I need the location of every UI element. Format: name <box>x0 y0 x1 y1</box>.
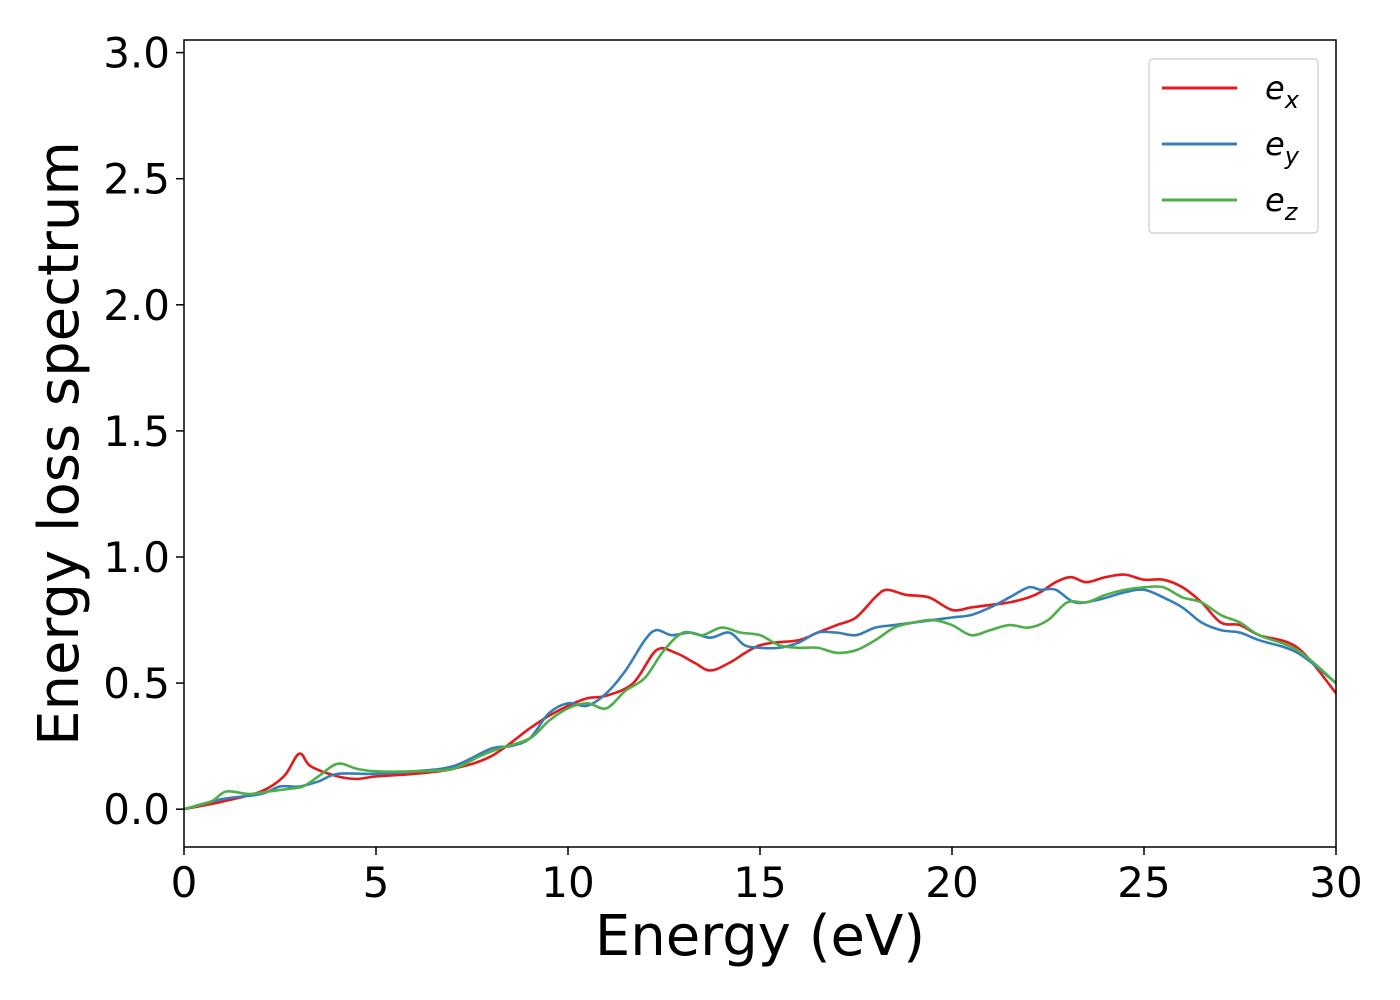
legend-label: ey <box>1265 125 1300 170</box>
x-tick-label: 20 <box>925 858 978 907</box>
y-tick-label: 1.5 <box>103 407 170 456</box>
x-tick-label: 25 <box>1117 858 1170 907</box>
y-tick-label: 2.5 <box>103 155 170 204</box>
legend-item: ez <box>1162 181 1299 226</box>
y-tick-label: 0.5 <box>103 659 170 708</box>
legend-item: ey <box>1162 125 1300 170</box>
series-lines <box>184 573 1336 811</box>
legend-item: ex <box>1162 69 1300 114</box>
legend: ex ey ez <box>1148 58 1319 234</box>
legend-box <box>1148 58 1319 234</box>
x-tick-label: 0 <box>171 858 198 907</box>
y-axis: 0.0 0.5 1.0 1.5 2.0 2.5 3.0 <box>103 29 184 834</box>
y-axis-title: Energy loss spectrum <box>27 141 92 746</box>
y-tick-label: 0.0 <box>103 785 170 834</box>
series-line-e-x <box>184 573 1336 811</box>
legend-label: ez <box>1265 181 1299 226</box>
x-tick-label: 10 <box>541 858 594 907</box>
y-tick-label: 2.0 <box>103 281 170 330</box>
x-tick-label: 30 <box>1309 858 1362 907</box>
x-tick-label: 5 <box>363 858 390 907</box>
x-tick-label: 15 <box>733 858 786 907</box>
legend-label: ex <box>1265 69 1300 114</box>
series-line-e-z <box>184 585 1336 811</box>
y-tick-label: 1.0 <box>103 533 170 582</box>
y-tick-label: 3.0 <box>103 29 170 78</box>
series-line-e-y <box>184 585 1336 811</box>
x-axis: 0 5 10 15 20 25 30 <box>171 847 1363 907</box>
x-axis-title: Energy (eV) <box>595 904 925 969</box>
